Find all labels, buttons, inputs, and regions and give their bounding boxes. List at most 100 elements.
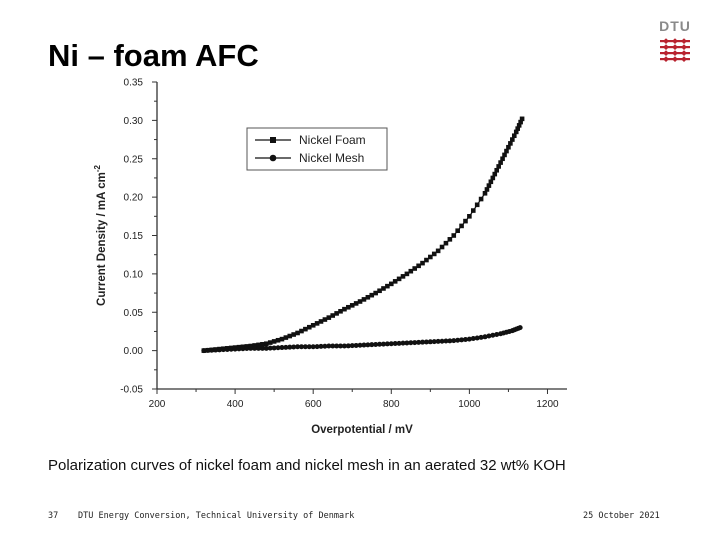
nickel-mesh-point xyxy=(396,340,402,346)
y-tick-label: 0.05 xyxy=(124,308,144,319)
nickel-foam-point xyxy=(488,179,494,185)
nickel-foam-point xyxy=(381,286,386,291)
nickel-mesh-point xyxy=(443,338,449,344)
nickel-mesh-point xyxy=(322,343,328,349)
nickel-mesh-point xyxy=(326,343,332,349)
nickel-foam-point xyxy=(306,324,312,330)
nickel-foam-point xyxy=(482,190,488,196)
nickel-foam-point xyxy=(256,342,261,348)
nickel-foam-point xyxy=(361,297,367,302)
nickel-mesh-point xyxy=(455,337,461,343)
nickel-foam-point xyxy=(353,301,359,306)
nickel-mesh-point xyxy=(220,347,226,353)
logo-diamond xyxy=(663,44,669,50)
nickel-foam-point xyxy=(264,341,269,347)
logo-diamond xyxy=(681,38,687,44)
nickel-mesh-point xyxy=(377,341,383,347)
nickel-foam-point xyxy=(267,340,273,345)
logo-diamond xyxy=(681,50,687,56)
nickel-foam-point xyxy=(291,332,296,337)
logo-diamond xyxy=(672,56,678,62)
nickel-mesh-point xyxy=(466,336,472,342)
nickel-mesh-point xyxy=(470,336,476,342)
x-tick-label: 800 xyxy=(383,399,400,410)
nickel-mesh-point xyxy=(256,345,262,351)
nickel-foam-point xyxy=(396,276,402,282)
nickel-foam-point xyxy=(338,308,343,314)
figure-caption: Polarization curves of nickel foam and n… xyxy=(48,457,566,474)
nickel-mesh-point xyxy=(240,346,246,352)
nickel-foam-point xyxy=(334,311,339,316)
nickel-foam-point xyxy=(463,218,468,224)
nickel-foam-point xyxy=(516,123,522,128)
slide-title: Ni – foam AFC xyxy=(48,38,259,73)
nickel-mesh-point xyxy=(439,338,445,344)
y-tick-label: 0.10 xyxy=(124,269,144,280)
logo-diamond xyxy=(663,56,669,62)
y-tick-label: 0.20 xyxy=(124,193,144,204)
nickel-foam-point xyxy=(260,341,265,347)
nickel-foam-point xyxy=(283,335,289,340)
nickel-mesh-point xyxy=(213,347,219,353)
nickel-mesh-point xyxy=(486,333,492,339)
nickel-foam-point xyxy=(279,336,285,342)
nickel-mesh-point xyxy=(201,348,207,354)
nickel-foam-point xyxy=(474,202,480,208)
chart-svg: 200 400 600 800 1000 1200 -0.05 0.00 0.05 0.10 0.1… xyxy=(93,78,567,436)
nickel-foam-point xyxy=(447,237,453,242)
nickel-mesh-point xyxy=(263,345,269,351)
nickel-foam-point xyxy=(388,281,394,287)
nickel-mesh-point xyxy=(252,345,258,351)
legend-square-marker xyxy=(270,137,276,143)
nickel-foam-point xyxy=(511,133,517,139)
nickel-foam-point xyxy=(510,137,515,142)
nickel-foam-point xyxy=(431,251,437,257)
nickel-mesh-point xyxy=(349,343,355,349)
nickel-foam-point xyxy=(424,257,429,263)
nickel-mesh-point xyxy=(244,346,250,352)
nickel-mesh-point xyxy=(291,344,297,350)
x-tick-label: 1200 xyxy=(536,399,559,410)
nickel-foam-point xyxy=(498,160,503,165)
nickel-mesh-point xyxy=(279,345,285,351)
nickel-mesh-point xyxy=(400,340,406,346)
nickel-mesh-point xyxy=(494,332,500,338)
legend-box xyxy=(246,127,388,171)
nickel-foam-point xyxy=(455,228,460,234)
nickel-mesh-point xyxy=(478,334,484,340)
nickel-foam-point xyxy=(365,294,371,300)
nickel-mesh-point xyxy=(474,335,480,341)
nickel-foam-point xyxy=(416,263,421,269)
legend-label: Nickel Mesh xyxy=(299,151,364,165)
nickel-foam-point xyxy=(502,152,507,158)
logo-diamond xyxy=(672,44,678,50)
nickel-mesh-point xyxy=(334,343,340,349)
nickel-mesh-point xyxy=(275,345,281,351)
y-tick-label: 0.15 xyxy=(124,231,144,242)
nickel-foam-point xyxy=(508,141,513,146)
legend-label: Nickel Foam xyxy=(299,133,366,147)
nickel-mesh-point xyxy=(369,342,375,348)
logo-diamond xyxy=(663,50,669,56)
nickel-foam-point xyxy=(515,126,521,131)
logo-diamond xyxy=(663,38,669,44)
nickel-foam-point xyxy=(500,156,505,162)
nickel-mesh-point xyxy=(224,346,230,352)
nickel-mesh-point xyxy=(373,341,379,347)
legend-circle-marker xyxy=(269,154,277,162)
nickel-foam-point xyxy=(435,248,441,254)
nickel-mesh-point xyxy=(345,343,351,349)
nickel-mesh-point xyxy=(267,345,273,351)
nickel-foam-point xyxy=(470,208,476,213)
footer-organization: DTU Energy Conversion, Technical Univers… xyxy=(78,511,355,521)
x-axis-label: Overpotential / mV xyxy=(311,424,413,436)
nickel-mesh-point xyxy=(287,344,293,350)
nickel-mesh-point xyxy=(392,341,398,347)
nickel-foam-point xyxy=(443,240,449,246)
nickel-foam-point xyxy=(420,260,425,266)
nickel-mesh-point xyxy=(353,342,359,348)
nickel-mesh-point xyxy=(314,344,320,350)
nickel-foam-point xyxy=(467,214,472,219)
dtu-logo-emblem-icon xyxy=(660,38,690,62)
nickel-mesh-point xyxy=(298,344,304,350)
